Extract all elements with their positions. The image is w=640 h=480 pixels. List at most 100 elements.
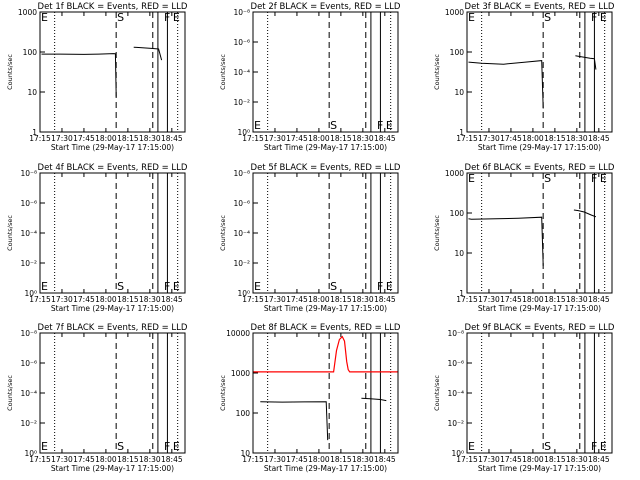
panel-5: Det 5f BLACK = Events, RED = LLD 17:15 17:…	[219, 163, 401, 313]
events-series-line	[41, 53, 117, 97]
y-tick-label: 100	[236, 409, 251, 418]
x-tick-label: 17:45	[73, 295, 95, 304]
plot-frame	[466, 332, 613, 454]
x-tick-label: 17:30	[478, 455, 500, 464]
event-marker-f: F	[591, 172, 597, 185]
y-axis-label: Counts/sec	[219, 375, 227, 411]
x-tick-label: 18:00	[95, 295, 117, 304]
x-tick-label: 17:30	[51, 134, 73, 143]
y-tick-label: 10⁻⁴	[447, 389, 464, 398]
event-marker-f: F	[377, 280, 383, 293]
x-tick-label: 18:45	[588, 134, 610, 143]
y-tick-label: 100	[450, 48, 465, 57]
panel-title: Det 1f BLACK = Events, RED = LLD	[38, 2, 188, 12]
event-marker-s: S	[544, 172, 551, 185]
x-tick-label: 18:45	[374, 295, 396, 304]
event-marker-s: S	[544, 11, 551, 24]
y-tick-label: 10⁻⁶	[233, 38, 250, 47]
event-marker-e: E	[173, 11, 180, 24]
x-tick-label: 18:00	[522, 295, 544, 304]
x-tick-label: 17:30	[478, 295, 500, 304]
event-marker-e: E	[468, 172, 475, 185]
events-series-line	[361, 397, 387, 402]
x-tick-label: 18:30	[352, 455, 374, 464]
y-axis-label: Counts/sec	[6, 54, 14, 90]
x-axis-label: Start Time (29-May-17 17:15:00)	[51, 143, 174, 152]
x-tick-label: 17:15	[456, 455, 478, 464]
y-tick-label: 10⁻⁶	[20, 359, 37, 368]
y-tick-label: 1	[459, 128, 464, 137]
panel-2: Det 2f BLACK = Events, RED = LLD 17:15 17:…	[219, 2, 401, 152]
x-tick-label: 17:45	[500, 455, 522, 464]
y-tick-label: 10000	[226, 329, 250, 338]
plot-frame	[252, 172, 399, 294]
event-marker-s: S	[117, 11, 124, 24]
y-tick-label: 100	[23, 48, 38, 57]
y-tick-label: 10⁻⁴	[20, 229, 37, 238]
x-tick-label: 18:30	[139, 455, 161, 464]
event-marker-e: E	[386, 280, 393, 293]
x-tick-label: 18:30	[352, 295, 374, 304]
x-tick-label: 18:00	[308, 455, 330, 464]
x-tick-label: 18:45	[161, 295, 183, 304]
panel-title: Det 3f BLACK = Events, RED = LLD	[465, 2, 615, 12]
x-tick-label: 18:15	[544, 455, 566, 464]
x-tick-label: 17:30	[264, 295, 286, 304]
y-axis-label: Counts/sec	[219, 54, 227, 90]
x-tick-label: 18:00	[522, 455, 544, 464]
x-tick-label: 17:30	[264, 455, 286, 464]
plot-frame	[252, 11, 399, 133]
panel-title: Det 2f BLACK = Events, RED = LLD	[251, 2, 401, 12]
x-tick-label: 18:45	[588, 295, 610, 304]
y-tick-label: 1000	[18, 8, 37, 17]
y-tick-label: 10⁰	[237, 128, 250, 137]
panel-title: Det 4f BLACK = Events, RED = LLD	[38, 163, 188, 173]
y-tick-label: 10⁻⁴	[20, 389, 37, 398]
events-series-line	[468, 60, 544, 109]
y-tick-label: 10⁻²	[447, 419, 464, 428]
event-marker-e: E	[41, 280, 48, 293]
event-marker-f: F	[377, 119, 383, 132]
x-tick-label: 18:30	[566, 295, 588, 304]
x-tick-label: 18:15	[330, 295, 352, 304]
events-series-line	[575, 55, 597, 70]
x-tick-label: 18:15	[117, 295, 139, 304]
event-marker-e: E	[600, 11, 607, 24]
event-marker-e: E	[386, 119, 393, 132]
y-axis-label: Counts/sec	[433, 54, 441, 90]
x-tick-label: 17:15	[242, 455, 264, 464]
event-marker-s: S	[330, 119, 337, 132]
panel-title: Det 7f BLACK = Events, RED = LLD	[38, 323, 188, 333]
x-tick-label: 17:45	[500, 134, 522, 143]
y-tick-label: 10⁻²	[20, 419, 37, 428]
events-series-line	[260, 401, 329, 441]
x-tick-label: 17:45	[73, 134, 95, 143]
x-tick-label: 17:15	[456, 134, 478, 143]
y-tick-label: 10⁻⁴	[233, 68, 250, 77]
x-tick-label: 18:30	[352, 134, 374, 143]
y-tick-label: 10⁻²	[233, 98, 250, 107]
x-tick-label: 18:30	[566, 455, 588, 464]
x-tick-label: 17:15	[242, 295, 264, 304]
event-marker-s: S	[117, 440, 124, 453]
x-tick-label: 17:15	[242, 134, 264, 143]
y-tick-label: 10⁰	[451, 449, 464, 458]
y-tick-label: 10⁻⁸	[20, 169, 37, 178]
plot-frame	[252, 332, 399, 454]
x-tick-label: 17:45	[286, 134, 308, 143]
event-marker-f: F	[164, 280, 170, 293]
x-tick-label: 17:30	[51, 295, 73, 304]
event-marker-e: E	[600, 172, 607, 185]
y-tick-label: 10⁰	[24, 449, 37, 458]
x-axis-label: Start Time (29-May-17 17:15:00)	[264, 143, 387, 152]
plot-frame	[466, 172, 613, 294]
x-axis-label: Start Time (29-May-17 17:15:00)	[478, 464, 601, 473]
panel-title: Det 5f BLACK = Events, RED = LLD	[251, 163, 401, 173]
event-marker-s: S	[544, 440, 551, 453]
y-tick-label: 10	[27, 88, 37, 97]
y-axis-label: Counts/sec	[6, 375, 14, 411]
x-tick-label: 17:45	[286, 455, 308, 464]
x-tick-label: 18:45	[588, 455, 610, 464]
